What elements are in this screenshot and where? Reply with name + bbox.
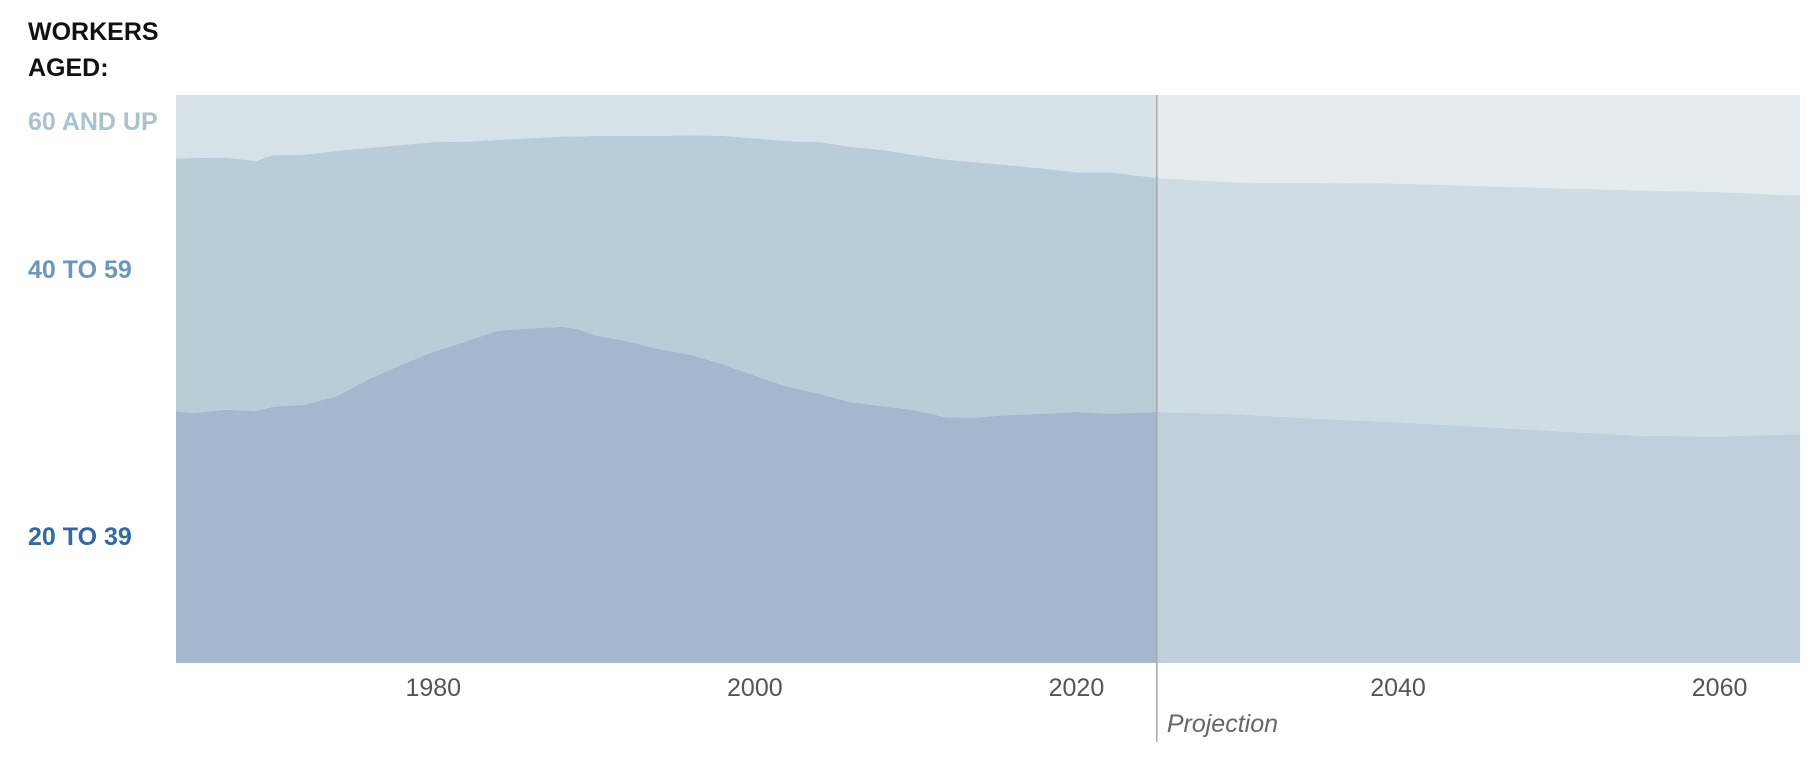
area-20-to-39-historical bbox=[176, 326, 1157, 663]
x-tick-2040: 2040 bbox=[1370, 674, 1426, 702]
x-tick-1980: 1980 bbox=[405, 674, 461, 702]
legend-title: WORKERS AGED: bbox=[28, 14, 159, 86]
area-40-to-59-projection bbox=[1156, 177, 1800, 437]
area-60-and-up-historical bbox=[176, 95, 1157, 178]
area-40-to-59-historical bbox=[176, 135, 1157, 418]
x-tick-2060: 2060 bbox=[1692, 674, 1748, 702]
legend-title-line2: AGED: bbox=[28, 54, 109, 82]
projection-label: Projection bbox=[1167, 710, 1278, 738]
x-tick-2020: 2020 bbox=[1049, 674, 1105, 702]
series-label-60-and-up: 60 AND UP bbox=[28, 108, 158, 136]
area-20-to-39-projection bbox=[1156, 411, 1800, 663]
series-label-20-to-39: 20 TO 39 bbox=[28, 523, 132, 551]
legend-title-line1: WORKERS bbox=[28, 18, 159, 46]
area-60-and-up-projection bbox=[1156, 95, 1800, 196]
series-label-40-to-59: 40 TO 59 bbox=[28, 256, 132, 284]
x-tick-2000: 2000 bbox=[727, 674, 783, 702]
